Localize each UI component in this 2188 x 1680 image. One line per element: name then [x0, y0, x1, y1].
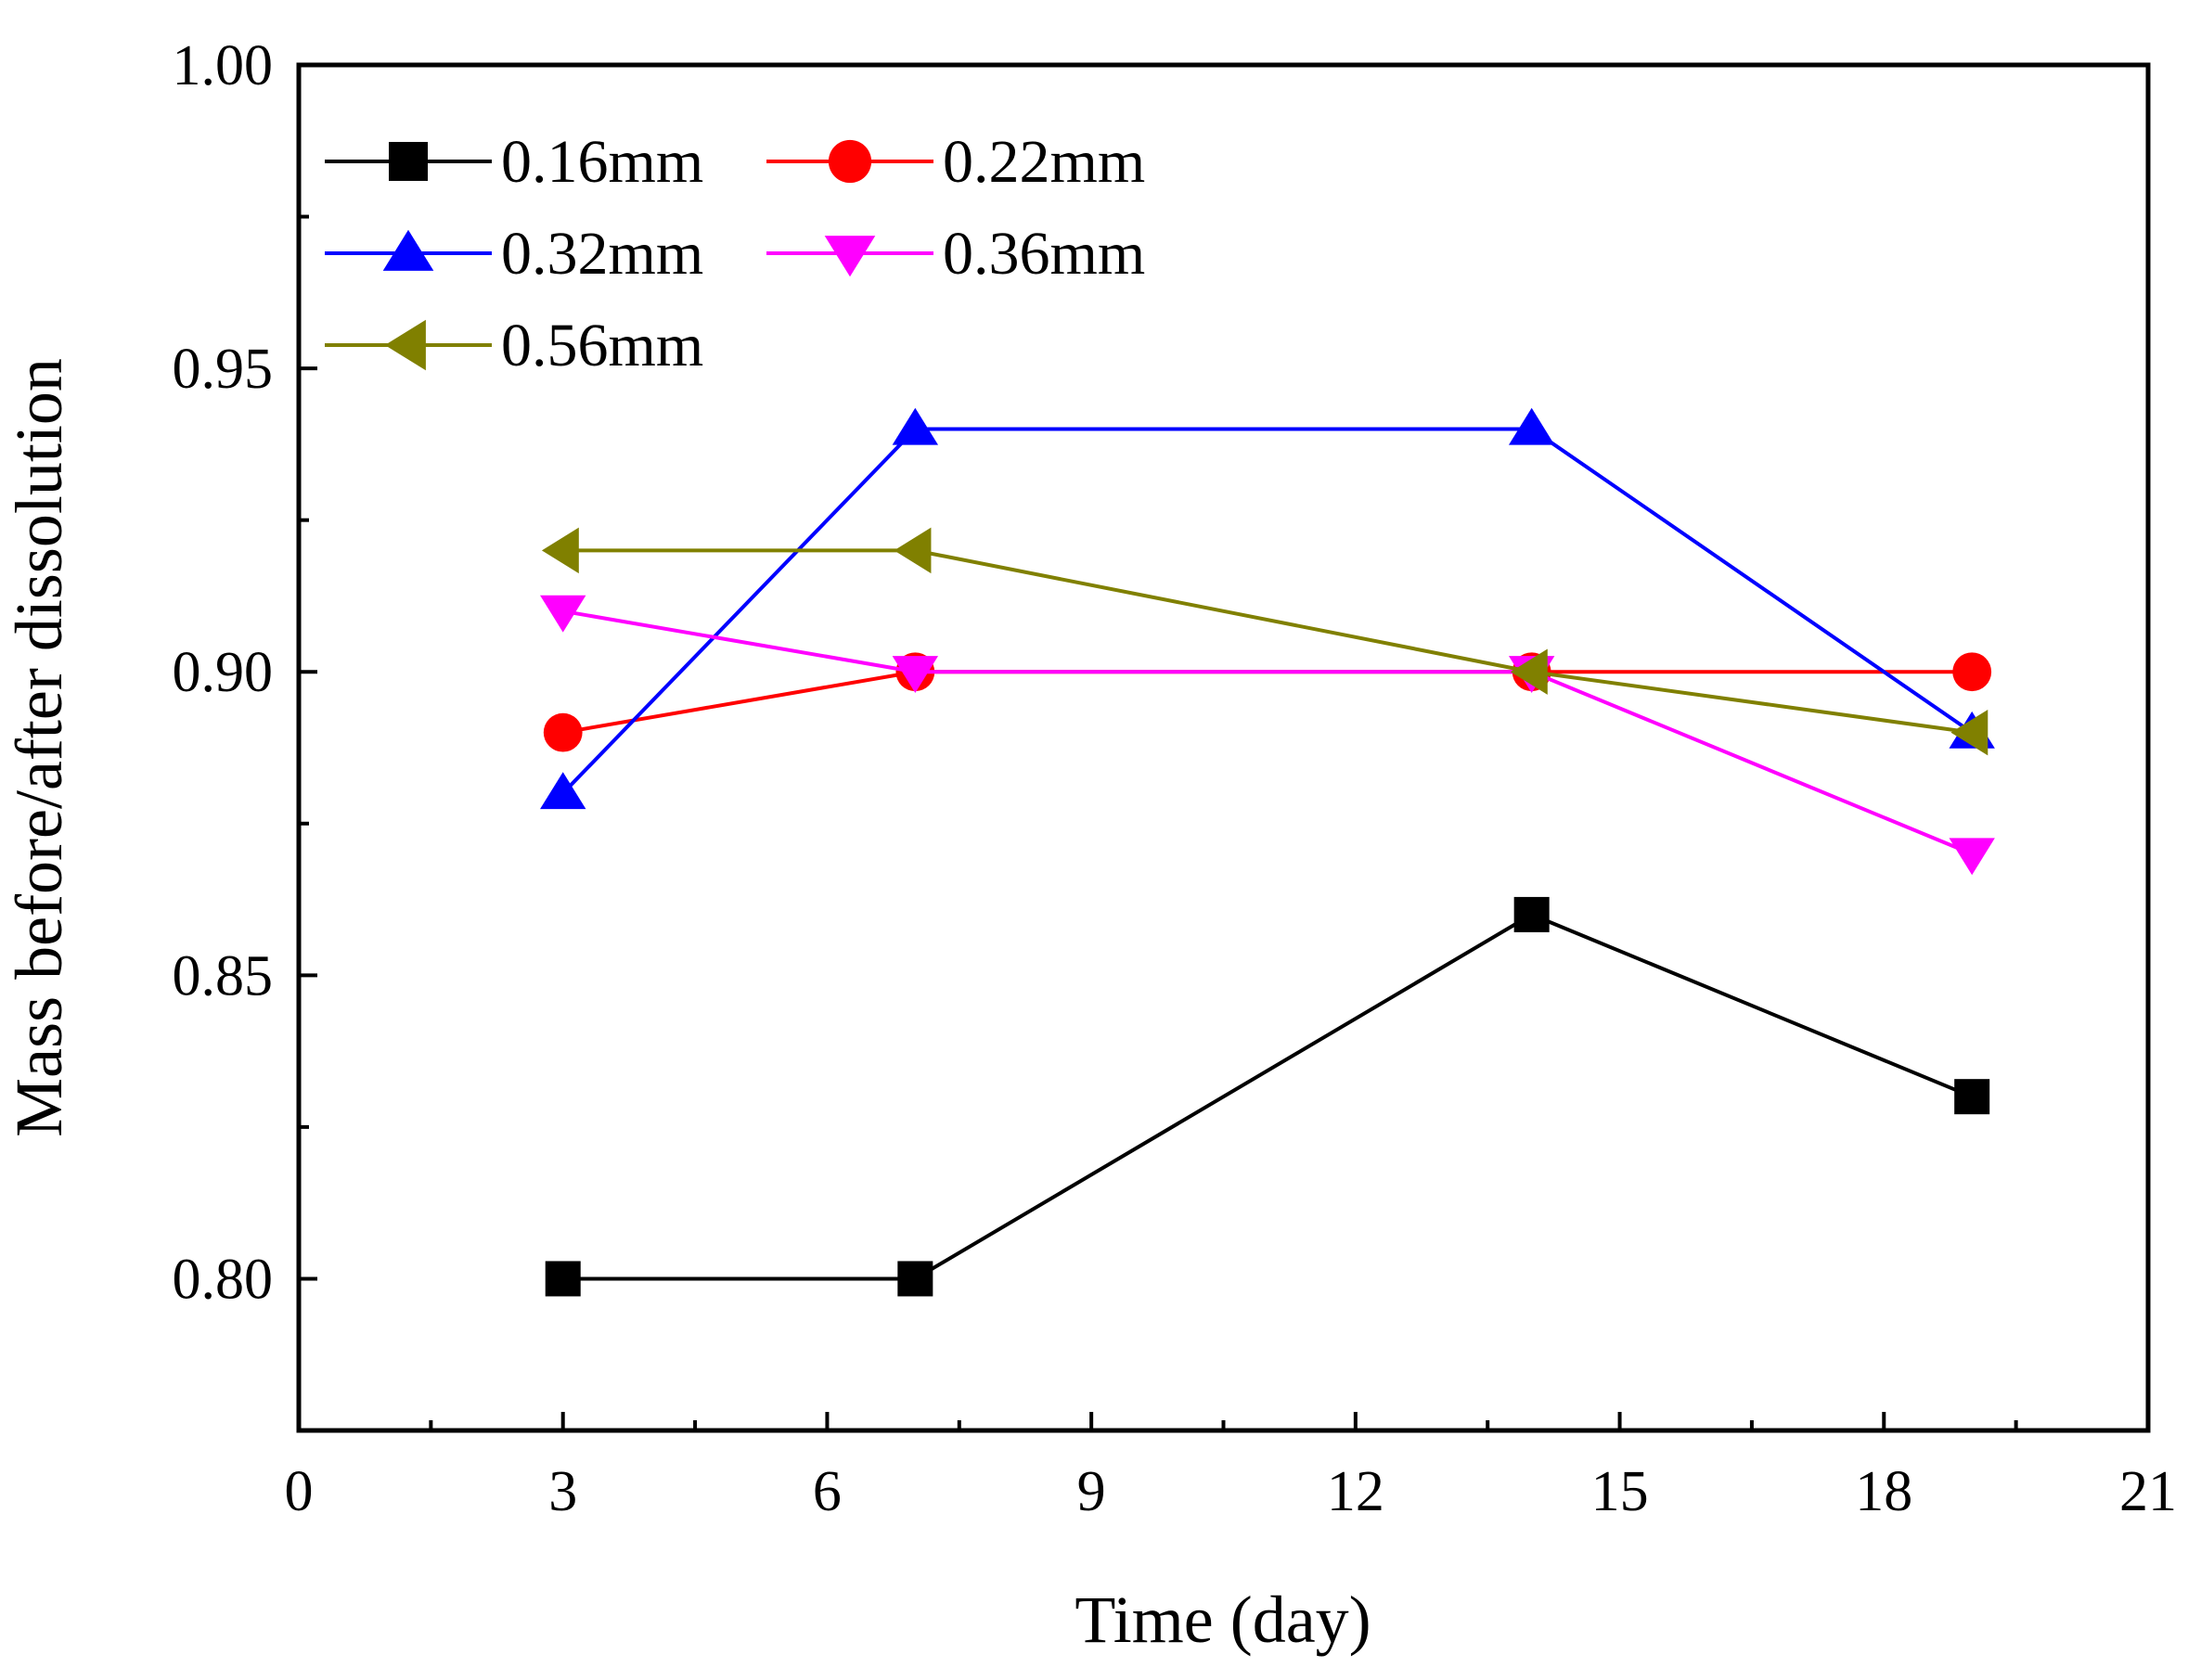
legend: 0.16mm 0.22mm 0.32mm 0.36mm 0.56mm — [325, 128, 1145, 379]
x-tick-label: 0 — [285, 1460, 314, 1523]
x-tick-label: 6 — [813, 1460, 842, 1523]
y-axis-title: Mass before/after dissolution — [2, 358, 76, 1137]
x-tick-label: 18 — [1855, 1460, 1912, 1523]
legend-item: 0.56mm — [325, 312, 703, 379]
series-line — [561, 427, 1974, 795]
legend-item: 0.36mm — [766, 220, 1145, 288]
data-point — [892, 407, 939, 445]
x-tick-label: 9 — [1077, 1460, 1106, 1523]
data-point — [1513, 896, 1550, 932]
legend-label: 0.16mm — [501, 128, 703, 196]
x-tick-label: 15 — [1591, 1460, 1649, 1523]
data-point — [1508, 407, 1555, 445]
y-tick-label: 0.90 — [173, 641, 274, 704]
series-0.16mm — [545, 896, 1990, 1297]
series-line — [562, 548, 1973, 735]
data-point — [897, 1261, 933, 1297]
data-point — [894, 527, 932, 574]
legend-label: 0.36mm — [943, 220, 1145, 288]
y-tick-label: 0.85 — [173, 944, 274, 1007]
legend-label: 0.32mm — [501, 220, 703, 288]
data-point — [545, 1261, 581, 1297]
data-point — [892, 656, 939, 694]
series-layer — [540, 407, 1995, 1297]
legend-marker — [824, 236, 876, 277]
legend-marker — [828, 139, 872, 184]
data-point — [540, 772, 586, 810]
legend-marker — [389, 142, 428, 181]
series-line — [562, 912, 1973, 1281]
data-point — [1950, 709, 1989, 756]
data-point — [1510, 648, 1548, 695]
data-point — [541, 527, 579, 574]
series-0.56mm — [541, 527, 1989, 756]
x-tick-label: 3 — [548, 1460, 577, 1523]
y-tick-label: 0.95 — [173, 338, 274, 401]
data-point — [540, 595, 586, 633]
data-point — [1952, 652, 1992, 692]
y-tick-label: 0.80 — [173, 1248, 274, 1311]
series-line — [562, 609, 1973, 856]
series-0.36mm — [540, 595, 1995, 876]
data-point — [1954, 1079, 1990, 1115]
data-point — [1949, 838, 1995, 876]
legend-marker — [384, 319, 426, 371]
series-0.32mm — [540, 407, 1995, 810]
data-point — [543, 712, 583, 752]
x-tick-label: 12 — [1327, 1460, 1384, 1523]
legend-item: 0.32mm — [325, 220, 703, 288]
legend-item: 0.16mm — [325, 128, 703, 196]
x-tick-label: 21 — [2119, 1460, 2177, 1523]
y-tick-label: 1.00 — [173, 34, 274, 97]
legend-label: 0.22mm — [943, 128, 1145, 196]
series-0.22mm — [543, 652, 1992, 752]
legend-item: 0.22mm — [766, 128, 1145, 196]
ticks-layer: 0 3 6 9 12 15 18 21 0.80 0.85 0.90 0.95 1.00 — [173, 34, 2178, 1523]
legend-marker — [382, 229, 434, 271]
legend-label: 0.56mm — [501, 312, 703, 379]
x-axis-title: Time (day) — [1075, 1583, 1371, 1657]
